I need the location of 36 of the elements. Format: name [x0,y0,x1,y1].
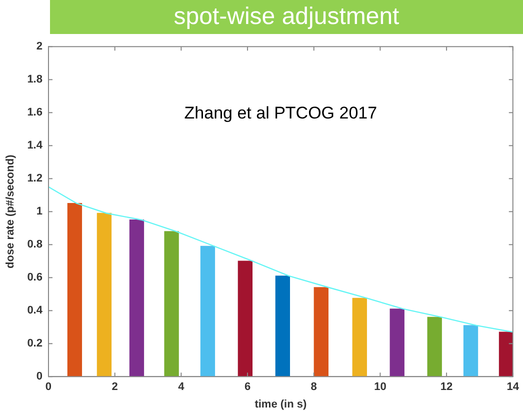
y-tick-label: 0 [36,370,42,383]
y-tick-label: 1.6 [27,106,42,119]
x-tick-label: 4 [178,381,186,394]
y-tick-label: 0.4 [27,304,44,317]
bar [238,260,253,377]
bar [96,212,112,377]
x-tick-label: 2 [112,381,118,394]
y-tick-label: 0.2 [27,338,42,350]
x-tick-label: 10 [374,381,386,394]
bar [352,298,367,377]
chart-title: spot-wise adjustment [50,0,523,34]
bar [463,325,478,377]
y-tick-label: 2 [36,40,42,53]
bar [164,231,179,377]
y-tick-label: 1.8 [27,74,42,86]
bar [314,287,328,377]
x-tick-label: 6 [244,381,251,394]
x-tick-label: 14 [506,381,520,394]
bar [200,246,216,377]
bar [427,316,442,377]
x-tick-label: 0 [45,381,52,394]
y-axis-title: dose rate (p#/second) [4,154,17,268]
bar [390,308,404,377]
y-tick-label: 0.8 [27,238,42,251]
bar [67,203,82,377]
y-tick-label: 1.4 [27,140,44,152]
x-tick-label: 8 [310,381,317,394]
x-tick-label: 12 [440,381,453,394]
y-tick-label: 1.2 [27,172,42,185]
bar [275,276,290,377]
annotation: Zhang et al PTCOG 2017 [184,104,378,123]
x-axis-title: time (in s) [254,398,307,410]
y-tick-label: 1 [36,206,42,218]
bar [129,220,144,377]
y-tick-label: 0.6 [27,272,42,284]
bar [498,332,513,377]
